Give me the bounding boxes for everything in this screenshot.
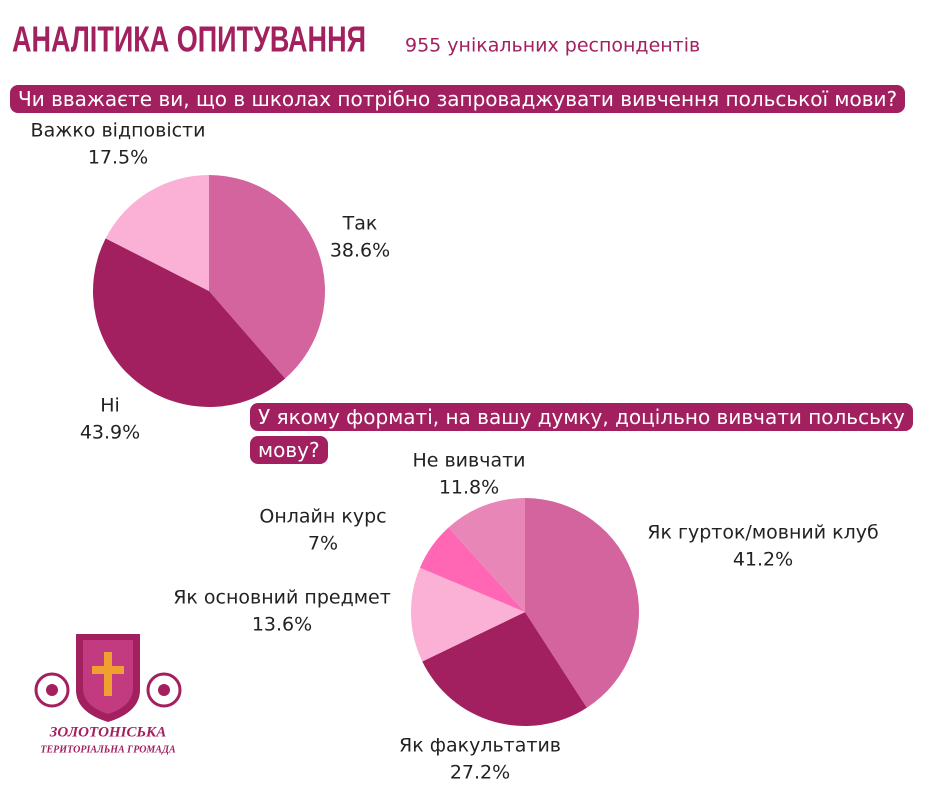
pie-slice	[209, 175, 325, 379]
value-label: 38.6%	[330, 240, 390, 262]
question-2: У якому форматі, на вашу думку, доцільно…	[250, 401, 922, 467]
logo-cross	[92, 652, 124, 696]
logo: ЗОЛОТОНІСЬКА ТЕРИТОРІАЛЬНА ГРОМАДА	[34, 634, 182, 755]
value-label: 41.2%	[733, 549, 793, 571]
pie-slice	[525, 498, 640, 708]
value-label: 7%	[308, 533, 338, 555]
logo-flower	[34, 672, 70, 708]
pie-slice	[105, 175, 209, 291]
slice-label: Як факультатив	[399, 735, 561, 757]
pie-slice	[422, 612, 587, 726]
page-title: АНАЛІТИКА ОПИТУВАННЯ	[12, 19, 366, 60]
slice-label: Так	[342, 213, 378, 235]
logo-flower	[146, 672, 182, 708]
pie-slice	[411, 567, 525, 662]
question-1-text: Чи вважаєте ви, що в школах потрібно зап…	[10, 85, 906, 113]
slice-label: Як гурток/мовний клуб	[647, 522, 878, 544]
slice-label: Важко відповісти	[31, 120, 206, 142]
value-label: 27.2%	[450, 762, 510, 784]
pie-slice	[92, 238, 286, 407]
logo-flower	[46, 684, 58, 696]
question-2-text: У якому форматі, на вашу думку, доцільно…	[250, 403, 913, 464]
logo-flower	[158, 684, 170, 696]
value-label: 13.6%	[252, 614, 312, 636]
pie-slice	[419, 527, 525, 612]
slice-label: Онлайн курс	[259, 506, 386, 528]
value-label: 17.5%	[88, 147, 148, 169]
slice-label: Ні	[100, 395, 120, 417]
value-label: 43.9%	[80, 422, 140, 444]
subtitle: 955 унікальних респондентів	[405, 35, 700, 57]
slice-label: Як основний предмет	[173, 587, 391, 609]
value-label: 11.8%	[439, 477, 499, 499]
pie-slice	[448, 498, 525, 612]
logo-name: ЗОЛОТОНІСЬКА	[49, 724, 166, 740]
question-1: Чи вважаєте ви, що в школах потрібно зап…	[10, 83, 935, 116]
logo-subname: ТЕРИТОРІАЛЬНА ГРОМАДА	[40, 744, 176, 755]
slice-label: Не вивчати	[412, 450, 525, 472]
